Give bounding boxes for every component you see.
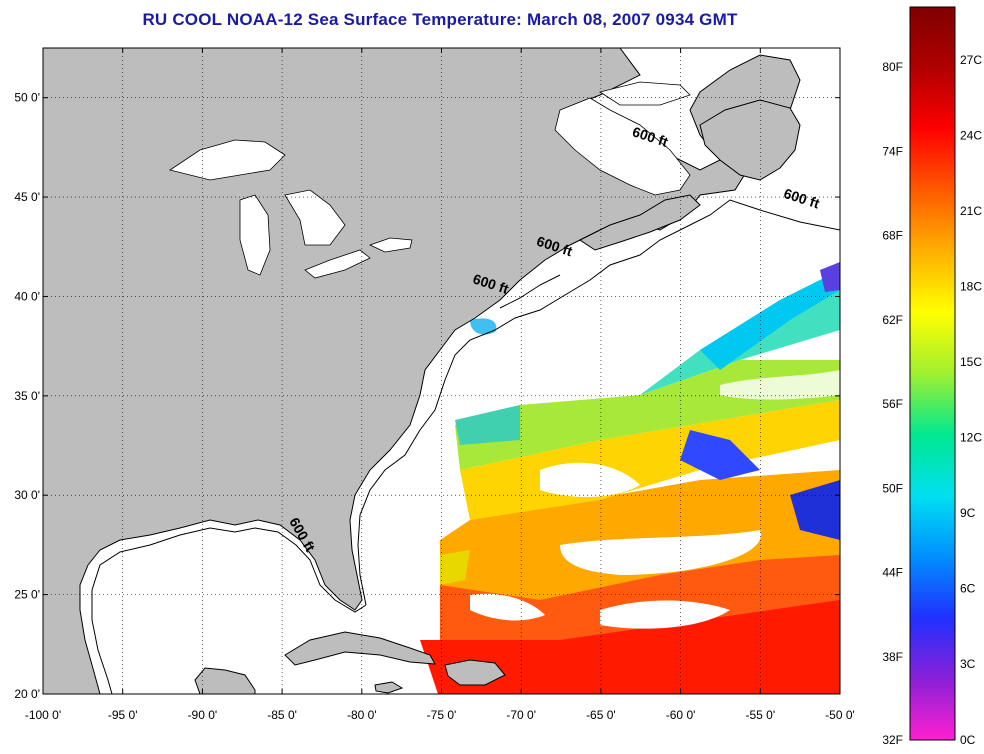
north-america-land (43, 48, 801, 694)
celsius-label: 0C (960, 733, 976, 747)
longitude-axis: -100 0' -95 0' -90 0' -85 0' -80 0' -75 0' -70… (25, 48, 855, 722)
y-tick-label: 25 0' (14, 588, 40, 602)
lake-huron (284, 189, 346, 246)
celsius-label: 18C (960, 280, 982, 294)
celsius-label: 24C (960, 129, 982, 143)
cuba-land (284, 631, 436, 666)
map-title: RU COOL NOAA-12 Sea Surface Temperature:… (142, 10, 738, 29)
celsius-scale: 27C 24C 21C 18C 15C 12C 9C 6C 3C 0C (960, 53, 982, 747)
celsius-label: 21C (960, 204, 982, 218)
fahrenheit-label: 56F (882, 397, 903, 411)
sst-swath (420, 262, 840, 694)
y-tick-label: 45 0' (14, 190, 40, 204)
x-tick-label: -75 0' (427, 708, 457, 722)
great-lakes (169, 81, 691, 279)
x-tick-label: -80 0' (347, 708, 377, 722)
x-tick-label: -90 0' (188, 708, 218, 722)
x-tick-label: -50 0' (825, 708, 855, 722)
y-tick-label: 20 0' (14, 687, 40, 701)
lake-erie (304, 249, 371, 279)
x-tick-label: -55 0' (745, 708, 775, 722)
newfoundland-land (699, 99, 801, 181)
hispaniola-land (444, 659, 506, 686)
hudson-strait (599, 81, 691, 106)
x-tick-label: -60 0' (666, 708, 696, 722)
celsius-label: 15C (960, 355, 982, 369)
lake-ontario (368, 237, 413, 253)
lake-superior (169, 139, 286, 181)
fahrenheit-label: 74F (882, 144, 903, 158)
x-tick-label: -70 0' (506, 708, 536, 722)
fahrenheit-label: 68F (882, 229, 903, 243)
temperature-colorbar: 80F 74F 68F 62F 56F 50F 44F 38F 32F 27C 24C 21C 18C… (882, 6, 982, 747)
maritimes-land (579, 194, 701, 251)
latitude-axis: 50 0' 45 0' 40 0' 35 0' 30 0' 25 0' 20 0' (14, 91, 840, 701)
fahrenheit-label: 50F (882, 481, 903, 495)
x-tick-label: -65 0' (586, 708, 616, 722)
yucatan-land (194, 667, 256, 694)
celsius-label: 3C (960, 657, 976, 671)
x-tick-label: -100 0' (25, 708, 61, 722)
celsius-label: 9C (960, 506, 976, 520)
land-masses (43, 48, 801, 694)
fahrenheit-scale: 80F 74F 68F 62F 56F 50F 44F 38F 32F (882, 60, 903, 747)
fahrenheit-label: 80F (882, 60, 903, 74)
isobath-600ft (91, 199, 840, 694)
y-tick-label: 40 0' (14, 289, 40, 303)
fahrenheit-label: 62F (882, 313, 903, 327)
graticule (43, 48, 840, 694)
y-tick-label: 35 0' (14, 389, 40, 403)
fahrenheit-label: 38F (882, 650, 903, 664)
celsius-label: 12C (960, 431, 982, 445)
fahrenheit-label: 44F (882, 566, 903, 580)
y-tick-label: 30 0' (14, 488, 40, 502)
y-tick-label: 50 0' (14, 91, 40, 105)
colorbar-gradient (909, 6, 956, 741)
celsius-label: 6C (960, 582, 976, 596)
gulf-of-st-lawrence (554, 97, 691, 196)
x-tick-label: -95 0' (108, 708, 138, 722)
jamaica-land (374, 681, 404, 694)
x-tick-label: -85 0' (267, 708, 297, 722)
fahrenheit-label: 32F (882, 733, 903, 747)
celsius-label: 27C (960, 53, 982, 67)
lake-michigan (239, 194, 271, 276)
